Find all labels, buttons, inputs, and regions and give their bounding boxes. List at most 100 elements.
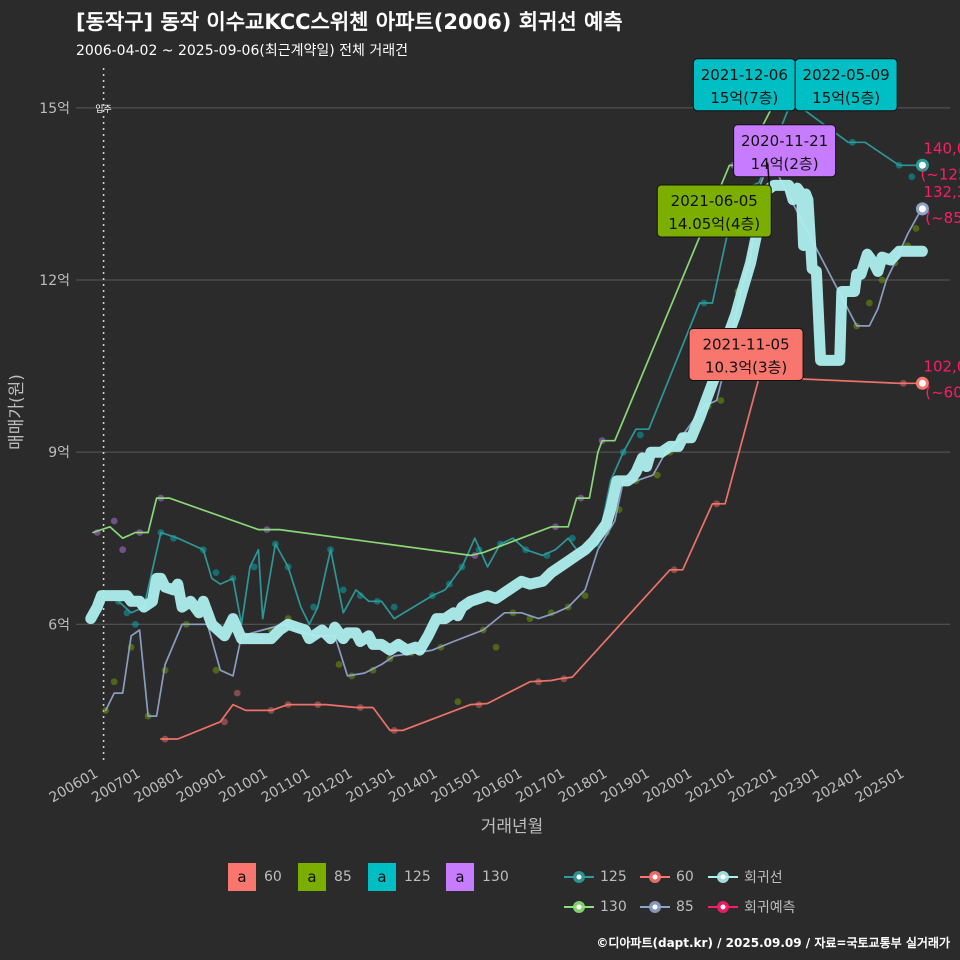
legend-text: 60 [676,869,694,885]
legend-item-line-60: 60 [640,863,694,891]
scatter-point [131,620,139,628]
legend-swatch-85: a [298,863,326,891]
prediction-points: 140,000 (~125㎡)132,360 (~85㎡) 102,000 (~60㎡) [915,139,960,401]
series-line [117,107,922,626]
legend-text: 85 [676,899,694,915]
page-subtitle: 2006-04-02 ~ 2025-09-06(최근계약일) 전체 거래건 [76,43,408,59]
legend-line-symbol [640,901,670,913]
y-tick-label: 9억 [48,445,70,461]
annotation-date: 2021-12-06 [701,66,788,84]
scatter-point [356,592,364,600]
annotation-price: 15억(7층) [710,89,778,107]
legend-text: 125 [404,869,431,885]
scatter-point [908,173,916,181]
legend-item-label-60: a 60 [228,863,282,891]
prediction-value: 140,000 [923,139,960,157]
scatter-point [335,661,343,668]
scatter-point [912,224,920,232]
page-title: [동작구] 동작 이수교KCC스위첸 아파트(2006) 회귀선 예측 [76,10,623,34]
legend-item-line-85: 85 [640,893,694,921]
series-line [92,107,786,557]
y-axis-label: 매매가(원) [7,374,27,450]
annotation-date: 2022-05-09 [803,66,890,84]
grid-lines [76,107,950,625]
scatter-point [653,471,661,479]
scatter-point [636,431,644,439]
scatter-point [221,718,228,726]
legend-line-symbol [640,871,670,883]
prediction-dot [918,161,926,169]
move-in-label: 입주 [95,103,112,115]
annotation-price: 15억(5층) [812,89,880,107]
legend-text: 85 [334,869,352,885]
legend-text: 125 [600,869,627,885]
annotation-date: 2021-06-05 [671,192,758,210]
legend-item-regression: 회귀선 [708,863,783,891]
legend-swatch-60: a [228,863,256,891]
legend-item-label-125: a 125 [368,863,431,891]
legend-text: 회귀예측 [744,900,796,916]
scatter-point [110,517,118,525]
prediction-area: (~60㎡) [925,383,960,401]
scatter-point [233,689,241,697]
legend-text: 130 [600,899,627,915]
scatter-point [212,666,220,674]
legend-swatch-125: a [368,863,396,891]
legend-line-symbol [564,871,594,883]
legend-text: 60 [264,869,282,885]
scatter-point [390,603,398,611]
x-axis-ticks: 2006012007012008012009012010012011012012… [47,766,907,807]
legend-item-line-125: 125 [564,863,627,891]
annotation-box [656,184,772,238]
annotation-box [688,327,804,381]
y-tick-label: 15억 [39,101,70,117]
legend-line-symbol [708,901,738,913]
legend-text: 회귀선 [744,870,783,886]
series-line [160,376,917,740]
annotation-date: 2020-11-21 [741,132,828,150]
series-lines [85,107,928,740]
y-axis-ticks: 6억 9억 12억 15억 [39,101,70,633]
y-tick-label: 6억 [48,617,70,633]
prediction-value: 102,000 [923,357,960,375]
x-tick-label: 202501 [853,766,907,807]
scatter-point [581,592,589,600]
annotation-date: 2021-11-05 [702,335,789,353]
legend-swatch-130: a [446,863,474,891]
source-caption: ©디아파트(dapt.kr) / 2025.09.09 / 자료=국토교통부 실… [596,936,950,950]
prediction-area: (~125㎡) [920,165,960,183]
prediction-dot [918,205,926,213]
annotation-price: 14.05억(4층) [668,215,760,233]
legend-text: 130 [482,869,509,885]
prediction-dot [918,379,926,387]
annotation-box [733,124,837,178]
annotations: 2021-12-06 15억(7층) 2022-05-09 15억(5층) 2020-1… [656,58,898,381]
x-axis-label: 거래년월 [481,817,544,837]
scatter-point [310,603,317,611]
annotation-box [794,58,898,112]
scatter-point [119,546,127,554]
annotation-price: 14억(2층) [751,155,819,173]
scatter-point [212,569,220,577]
scatter-point [865,299,873,307]
scatter-point [250,563,258,571]
legend-item-label-85: a 85 [298,863,352,891]
scatter-point [110,678,118,686]
legend-item-line-130: 130 [564,893,627,921]
prediction-value: 132,360 [923,183,960,201]
scatter-point [717,397,725,404]
y-tick-label: 12억 [39,273,70,289]
annotation-price: 10.3억(3층) [705,358,787,376]
regression-line [85,179,928,656]
legend-item-label-130: a 130 [446,863,509,891]
legend-line-symbol [708,871,738,883]
scatter-point [492,643,500,651]
legend-line-symbol [564,901,594,913]
scatter-point [568,534,576,542]
legend-item-predict: 회귀예측 [708,893,796,921]
scatter-point [339,586,347,594]
scatter-point [878,276,886,284]
prediction-area: (~85㎡) [925,209,960,227]
move-in-marker: 입주 [95,68,112,762]
